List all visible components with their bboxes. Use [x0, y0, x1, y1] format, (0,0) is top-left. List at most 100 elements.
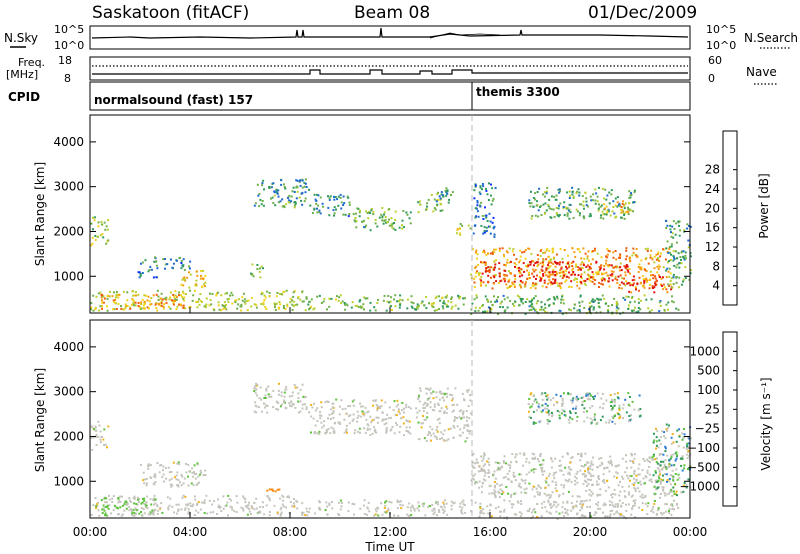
velocity-cell — [610, 493, 613, 496]
power-cell — [652, 277, 655, 280]
velocity-cell — [177, 509, 180, 512]
power-cell — [547, 282, 549, 285]
power-cell — [550, 208, 553, 211]
velocity-cell — [318, 433, 321, 436]
power-cell — [391, 226, 394, 229]
power-cell — [598, 306, 601, 309]
power-cell — [102, 301, 105, 304]
velocity-cell — [451, 399, 454, 402]
power-cell — [679, 229, 682, 232]
velocity-cell — [417, 421, 420, 424]
power-cell — [531, 303, 534, 306]
velocity-cell — [491, 492, 494, 495]
power-cell — [260, 265, 263, 268]
y-tick-label: 3000 — [53, 385, 84, 399]
power-cell — [521, 281, 524, 284]
power-cell — [141, 261, 144, 264]
velocity-cell — [409, 432, 412, 435]
power-cell — [625, 267, 628, 270]
power-cell — [440, 193, 443, 196]
velocity-cell — [556, 517, 559, 520]
power-cell — [316, 207, 318, 210]
velocity-cell — [330, 408, 333, 411]
velocity-cell — [597, 483, 600, 486]
power-cell — [528, 309, 531, 312]
velocity-cell — [289, 501, 292, 503]
velocity-cell — [655, 427, 657, 430]
power-cell — [500, 300, 503, 303]
power-cell — [383, 294, 386, 297]
power-cell — [631, 254, 634, 257]
power-cell — [578, 250, 581, 253]
velocity-cell — [95, 507, 98, 510]
power-cell — [554, 265, 557, 268]
power-cell — [412, 302, 415, 305]
velocity-cell — [536, 503, 539, 505]
velocity-cell — [202, 474, 205, 477]
velocity-cell — [292, 498, 295, 501]
velocity-cell — [674, 473, 677, 475]
power-cell — [300, 199, 302, 202]
power-cell — [478, 191, 481, 194]
velocity-cell — [641, 493, 644, 496]
velocity-cell — [388, 500, 391, 503]
velocity-cell — [510, 480, 513, 483]
velocity-cell — [665, 423, 668, 426]
power-cell — [470, 308, 473, 311]
velocity-cell — [590, 421, 593, 424]
velocity-cell — [659, 436, 662, 438]
power-cell — [629, 260, 631, 263]
power-cell — [102, 236, 105, 239]
velocity-cell — [670, 488, 673, 491]
power-cell — [382, 299, 385, 302]
power-cell — [291, 309, 294, 311]
power-cell — [601, 273, 604, 276]
velocity-cell — [653, 485, 656, 488]
power-cell — [303, 185, 306, 188]
power-cell — [358, 300, 361, 303]
velocity-cell — [314, 424, 317, 427]
power-cell — [654, 284, 657, 287]
velocity-cell — [668, 424, 670, 427]
velocity-cell — [672, 475, 675, 478]
velocity-cell — [639, 408, 642, 410]
power-cell — [107, 239, 110, 242]
velocity-cell — [579, 502, 582, 505]
power-cell — [509, 299, 512, 302]
power-cell — [282, 305, 285, 307]
power-cell — [528, 300, 531, 303]
velocity-cell — [665, 473, 668, 476]
velocity-cell — [424, 514, 427, 517]
velocity-cell — [110, 512, 113, 515]
power-cell — [383, 211, 386, 214]
power-cell — [509, 260, 512, 263]
velocity-cell — [405, 426, 408, 429]
velocity-cell — [611, 464, 613, 467]
power-cell — [186, 276, 189, 279]
power-cell — [243, 300, 246, 303]
velocity-cell — [369, 434, 372, 436]
power-cell — [620, 206, 623, 208]
velocity-cell — [409, 506, 412, 509]
power-cell — [601, 187, 604, 190]
power-cell — [650, 249, 653, 252]
velocity-cell — [683, 464, 686, 467]
power-cell — [624, 211, 627, 214]
power-cell — [487, 306, 490, 309]
power-cell — [675, 250, 677, 253]
power-cell — [601, 294, 604, 297]
power-cell — [542, 273, 545, 276]
power-cell — [547, 204, 550, 206]
velocity-cell — [131, 512, 134, 515]
power-cell — [319, 196, 322, 199]
power-cell — [562, 271, 565, 274]
power-cell — [90, 302, 93, 305]
velocity-cell — [425, 439, 428, 442]
velocity-cell — [581, 403, 584, 406]
velocity-cell — [534, 456, 537, 459]
power-cell — [394, 219, 397, 221]
power-cell — [301, 186, 304, 189]
power-cell — [308, 308, 310, 311]
velocity-cell — [546, 407, 549, 410]
power-cell — [209, 299, 212, 301]
